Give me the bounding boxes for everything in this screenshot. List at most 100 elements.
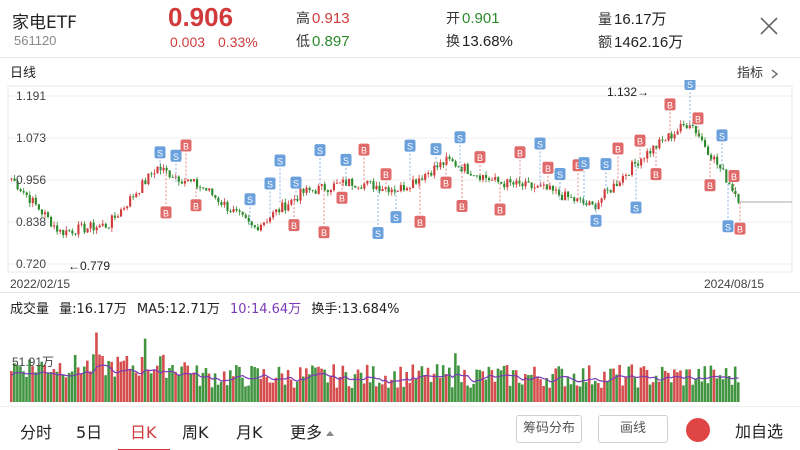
volume-bar [481,371,485,402]
sell-marker [684,80,696,90]
chip-distribution-button[interactable]: 筹码分布 [516,415,582,443]
volume-bar [73,354,77,402]
buy-marker [180,139,192,152]
y-tick-label: 0.956 [16,173,46,187]
volume-bar [362,383,366,402]
tab-daily-k[interactable]: 日K [130,423,157,442]
sell-marker [600,158,612,171]
volume-bar [177,374,180,402]
candle-body [366,180,369,184]
candle-body [335,182,339,184]
volume-bar [168,367,171,402]
tab-intraday[interactable]: 分时 [20,423,53,442]
low-stat: 低 0.897 [296,31,350,51]
volume-bar [432,373,436,402]
candle-body [220,202,223,205]
candle-body [439,162,442,168]
candle-body [530,182,533,189]
volume-bar [116,356,120,402]
candle-body [132,196,135,198]
indicator-button[interactable]: 指标 [737,62,781,81]
volume-bar [55,371,59,402]
amount-label: 额 [598,35,612,51]
marker-letter: B [459,202,465,212]
tab-more[interactable]: 更多 [290,419,335,443]
volume-bar [89,371,92,402]
volume-bar [615,374,618,402]
candle-body [25,192,28,196]
record-icon[interactable] [686,418,710,442]
candle-body [43,212,47,215]
candle-body [299,188,302,201]
tab-monthly-k[interactable]: 月K [236,423,263,442]
candle-body [469,173,472,176]
candle-body [375,185,378,190]
end-date: 2024/08/15 [704,277,765,291]
candle-body [734,191,737,195]
volume-bar [627,366,631,402]
volume-bar [49,372,53,402]
volume-bar [444,374,448,402]
volume-bar [201,372,205,402]
volume-bar [119,361,123,402]
buy-marker [318,226,330,239]
add-watchlist-button[interactable]: 加自选 [735,422,784,441]
volume-bar [98,354,101,402]
volume-bar [180,366,183,402]
candle-body [195,179,199,188]
volume-bar [569,384,573,402]
tab-5day[interactable]: 5日 [76,423,103,442]
candle-body [405,188,409,191]
volume-bar [107,360,110,402]
candle-body [113,215,117,218]
close-icon[interactable] [758,15,780,37]
volume-bar [335,387,339,402]
volume-bar [688,369,691,402]
price-change: 0.003 [170,34,206,50]
volume-chart[interactable]: 51.91万 [0,314,800,406]
low-value: 0.897 [312,33,350,50]
volume-bar [663,370,667,402]
volume-stat: 量 16.17万 [598,8,667,29]
volume-bar [715,378,719,402]
volume-bar [317,366,320,402]
volume-bar [396,387,399,402]
marker-letter: S [593,217,599,227]
volume-bar [454,353,457,402]
candle-body [86,228,89,233]
candle-body [475,175,478,177]
candle-body [186,179,190,181]
volume-bar [332,364,336,402]
candle-body [211,188,214,196]
volume-bar [393,371,396,402]
buy-marker [664,98,676,111]
fund-name: 家电ETF [12,13,77,33]
turnover-value: 13.68% [462,33,513,50]
volume-bar [262,369,266,402]
volume-bar [673,369,676,402]
candle-body [311,190,314,191]
candle-body [126,206,129,209]
candle-body [326,190,329,193]
candle-body [74,233,77,235]
draw-line-button[interactable]: 画线 [598,415,668,443]
marker-letter: S [247,195,253,205]
marker-letter: S [157,148,163,158]
candle-body [491,179,494,181]
candle-body [682,123,685,126]
candle-body [457,166,460,168]
sell-marker [578,157,590,170]
volume-bar [34,372,37,402]
volume-info-bar: 成交量 量:16.17万 MA5:12.71万 10:14.64万 换手:13.… [10,298,406,317]
volume-bar [466,385,469,402]
candle-body [700,136,704,141]
candle-body [667,133,670,141]
tab-weekly-k[interactable]: 周K [182,423,209,442]
marker-letter: S [687,80,693,90]
volume-bar [146,369,150,402]
volume-bar [229,370,232,402]
y-tick-label: 0.720 [16,257,46,271]
volume-ma-line [11,364,739,384]
candle-body [205,188,208,191]
